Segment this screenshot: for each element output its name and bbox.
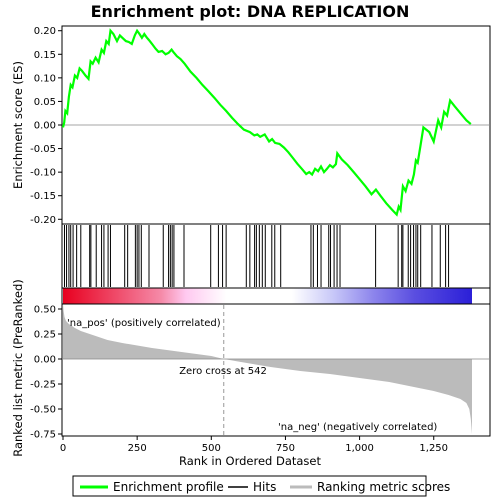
x-axis: 0 250 500 750 1,000 1,250 [60,436,448,454]
legend-enrichment-label: Enrichment profile [113,480,224,494]
es-panel: -0.20 -0.15 -0.10 -0.05 0.00 0.05 0.10 0.15 0.20… [11,25,491,226]
es-y-axis: -0.20 -0.15 -0.10 -0.05 0.00 0.05 0.10 0.15 0.20 [30,26,62,226]
x-tick-label: 500 [202,443,221,454]
es-y-tick-label: -0.20 [30,215,56,226]
negative-correlation-label: 'na_neg' (negatively correlated) [278,422,437,433]
ranking-colorbar [61,287,491,305]
x-tick-label: 750 [276,443,295,454]
metric-y-tick-label: 0.00 [34,355,56,366]
metric-y-tick-label: 0.25 [34,330,56,341]
metric-y-axis-label: Ranked list metric (PreRanked) [11,279,25,457]
x-tick-label: 0 [60,443,66,454]
metric-y-axis: -0.75 -0.50 -0.25 0.00 0.25 0.50 [30,305,62,441]
chart-title: Enrichment plot: DNA REPLICATION [91,2,410,21]
legend-metric-label: Ranking metric scores [317,480,450,494]
hits-panel [61,223,491,289]
zero-cross-label: Zero cross at 542 [179,366,267,377]
metric-y-tick-label: -0.50 [30,405,56,416]
metric-y-tick-label: -0.75 [30,430,56,441]
legend-hits-label: Hits [253,480,276,494]
x-tick-label: 1,250 [419,443,448,454]
metric-y-tick-label: 0.50 [34,305,56,316]
metric-panel: 'na_pos' (positively correlated) Zero cr… [11,279,491,468]
positive-correlation-label: 'na_pos' (positively correlated) [67,318,221,329]
es-y-axis-label: Enrichment score (ES) [11,61,25,189]
es-y-tick-label: 0.15 [34,50,56,61]
legend-frame [72,475,427,497]
colorbar-rect [63,288,472,304]
es-y-tick-label: -0.05 [30,144,56,155]
hits-frame [61,223,491,289]
es-y-tick-label: 0.20 [34,26,56,37]
hit-markers [63,225,450,287]
x-tick-label: 250 [128,443,147,454]
es-y-tick-label: 0.00 [34,121,56,132]
legend: Enrichment profile Hits Ranking metric s… [72,475,450,497]
enrichment-profile-line [61,28,472,217]
es-y-tick-label: -0.10 [30,168,56,179]
es-y-tick-label: 0.05 [34,97,56,108]
metric-y-tick-label: -0.25 [30,380,56,391]
es-y-tick-label: 0.10 [34,73,56,84]
ranking-metric-area [63,304,472,434]
es-y-tick-label: -0.15 [30,191,56,202]
x-axis-label: Rank in Ordered Dataset [179,454,322,468]
x-tick-label: 1,000 [345,443,374,454]
